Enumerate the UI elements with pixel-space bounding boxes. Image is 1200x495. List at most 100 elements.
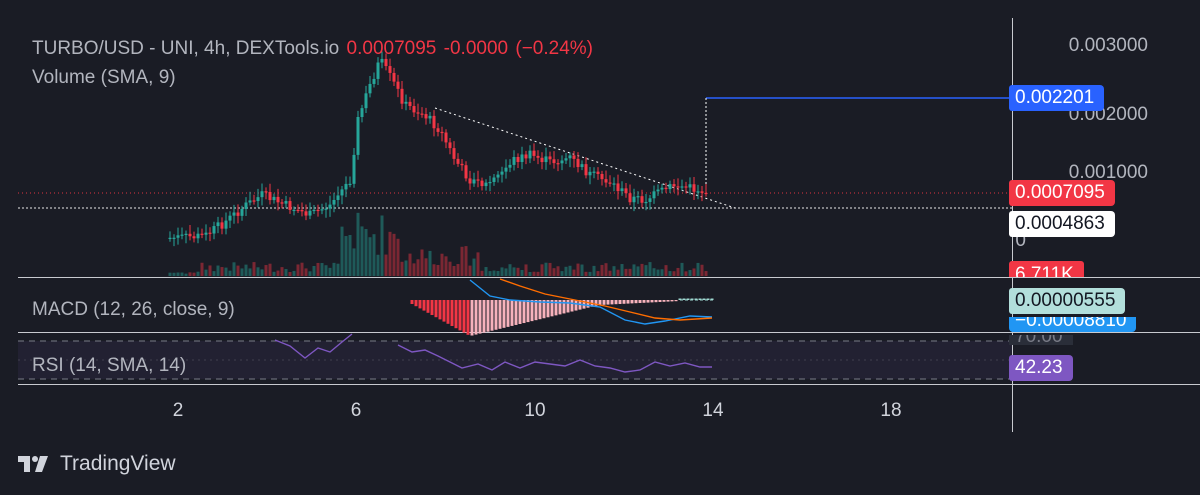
macd-histogram-bar — [538, 300, 542, 320]
candle-body — [440, 131, 444, 134]
candle-body — [348, 183, 352, 186]
candle-body — [432, 115, 436, 129]
macd-histogram-bar — [586, 300, 590, 308]
volume-bar — [296, 264, 300, 276]
candle-body — [704, 192, 708, 195]
candle-body — [224, 220, 228, 229]
macd-histogram-bar — [546, 300, 550, 318]
macd-histogram-bar — [514, 300, 518, 325]
macd-signal-tag: −0.00008810 — [1009, 317, 1137, 332]
candle-body — [212, 226, 216, 234]
candle-body — [680, 186, 684, 188]
macd-histogram-bar — [466, 300, 470, 335]
macd-histogram-bar — [462, 300, 466, 333]
volume-bar — [292, 270, 296, 276]
volume-bar — [588, 271, 592, 276]
macd-histogram-bar — [446, 300, 450, 324]
volume-bar — [228, 270, 232, 276]
candle-body — [696, 191, 700, 193]
time-axis-label: 18 — [880, 400, 902, 421]
volume-bar — [324, 265, 328, 276]
candle-body — [268, 191, 272, 201]
macd-histogram-bar — [694, 298, 698, 300]
tradingview-branding[interactable]: TradingView — [18, 450, 176, 478]
candle-body — [640, 196, 644, 203]
volume-bar — [508, 264, 512, 276]
macd-histogram-bar — [702, 298, 706, 300]
candle-body — [472, 179, 476, 184]
volume-bar — [528, 271, 532, 276]
macd-histogram-bar — [650, 300, 654, 303]
candle-body — [416, 112, 420, 114]
candle-body — [592, 171, 596, 173]
volume-bar — [688, 270, 692, 276]
macd-histogram-bar — [474, 300, 478, 335]
volume-bar — [616, 269, 620, 276]
candle-body — [556, 163, 560, 165]
volume-bar — [368, 237, 372, 276]
candle-body — [700, 191, 704, 193]
volume-bar — [556, 266, 560, 276]
candle-body — [468, 178, 472, 184]
candle-body — [292, 209, 296, 212]
candle-body — [584, 164, 588, 176]
volume-bar — [652, 268, 656, 276]
pane-divider-rsi-timeaxis[interactable] — [18, 384, 1200, 385]
volume-bar — [612, 266, 616, 276]
volume-bar — [400, 261, 404, 276]
candle-body — [456, 158, 460, 164]
candle-body — [516, 156, 520, 162]
macd-value-tag: 0.00000555 — [1009, 288, 1126, 314]
candle-body — [300, 209, 304, 212]
candle-body — [620, 188, 624, 192]
candle-body — [632, 196, 636, 203]
volume-bar — [360, 226, 364, 276]
pane-divider-macd-rsi[interactable] — [18, 332, 1200, 333]
candle-body — [628, 193, 632, 203]
alert-price-tag[interactable]: 0.002201 — [1009, 85, 1105, 111]
symbol-legend[interactable]: TURBO/USD - UNI, 4h, DEXTools.io 0.00070… — [32, 38, 595, 60]
macd-legend[interactable]: MACD (12, 26, close, 9) — [32, 299, 235, 320]
volume-bar — [452, 265, 456, 276]
rsi-legend[interactable]: RSI (14, SMA, 14) — [32, 355, 187, 376]
macd-histogram-bar — [542, 300, 546, 319]
candle-body — [604, 179, 608, 183]
candle-body — [344, 183, 348, 190]
candle-body — [408, 101, 412, 107]
macd-histogram-bar — [430, 300, 434, 315]
volume-bar — [524, 264, 528, 276]
candle-body — [396, 81, 400, 89]
volume-bar — [436, 264, 440, 276]
macd-histogram-bar — [614, 300, 618, 305]
volume-bar — [504, 268, 508, 276]
candle-body — [264, 191, 268, 193]
volume-bar — [456, 264, 460, 276]
candle-body — [536, 155, 540, 158]
volume-bar — [168, 272, 172, 276]
candle-body — [508, 164, 512, 168]
candle-body — [520, 154, 524, 162]
time-axis-label: 6 — [350, 400, 362, 421]
macd-histogram-bar — [454, 300, 458, 329]
volume-bar — [608, 270, 612, 276]
volume-bar — [364, 229, 368, 276]
candle-body — [580, 164, 584, 168]
volume-bar — [532, 271, 536, 276]
candle-body — [652, 191, 656, 199]
volume-bar — [592, 265, 596, 276]
volume-legend[interactable]: Volume (SMA, 9) — [32, 67, 176, 88]
last-price-tag: 0.0007095 — [1009, 180, 1115, 206]
pane-divider-main-macd[interactable] — [18, 277, 1200, 278]
symbol-title[interactable]: TURBO/USD - UNI, 4h, DEXTools.io — [32, 38, 340, 59]
candle-body — [492, 177, 496, 182]
volume-bar — [264, 265, 268, 276]
volume-bars — [168, 212, 708, 276]
legend-last-price: 0.0007095 — [346, 38, 437, 59]
macd-histogram-bar — [526, 300, 530, 323]
volume-bar — [564, 266, 568, 276]
volume-bar — [432, 264, 436, 276]
time-axis-label: 10 — [524, 400, 546, 421]
volume-bar — [328, 267, 332, 276]
candle-body — [296, 209, 300, 212]
